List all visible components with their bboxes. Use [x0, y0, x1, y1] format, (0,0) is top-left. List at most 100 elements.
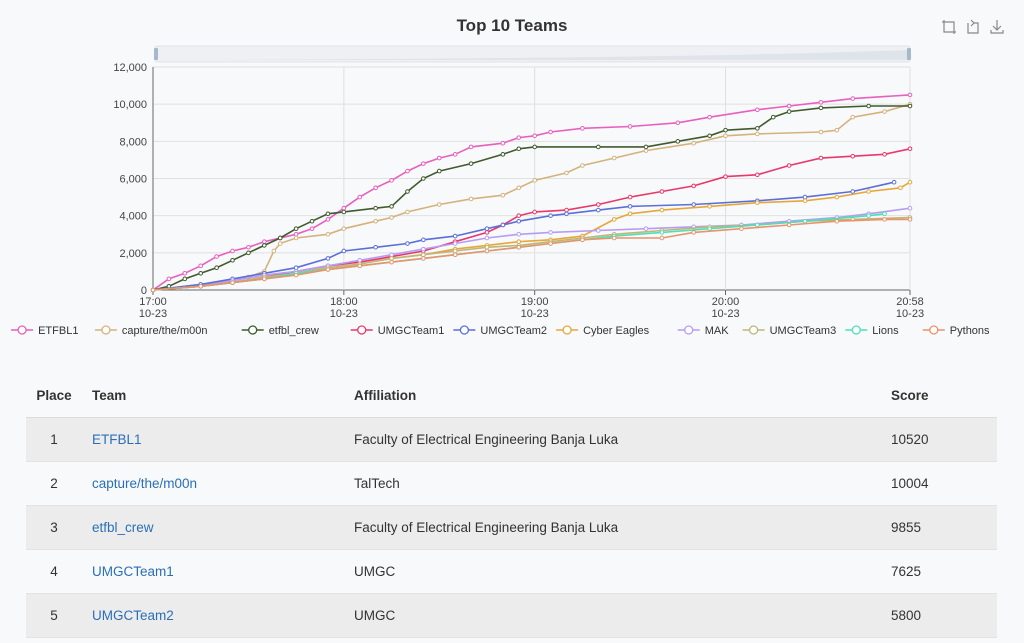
data-zoom-preview: [157, 50, 908, 60]
series-point: [309, 226, 315, 231]
series-point: [516, 135, 522, 140]
series-point: [548, 241, 553, 246]
series-point: [627, 194, 633, 200]
series-point: [755, 131, 760, 137]
series-point: [468, 161, 474, 166]
legend-label: Lions: [872, 325, 899, 337]
series-point: [532, 209, 537, 215]
zoom-icon[interactable]: [940, 18, 958, 36]
series-point: [389, 204, 394, 209]
series-point: [691, 202, 697, 207]
series-point: [405, 189, 410, 194]
series-point: [182, 276, 188, 282]
y-tick-label: 4,000: [119, 211, 147, 223]
series-point: [834, 194, 840, 200]
series-point: [277, 235, 283, 241]
series-point: [357, 263, 363, 269]
series-point: [468, 144, 474, 150]
place-cell: 1: [26, 417, 82, 462]
score-cell: 9855: [881, 505, 997, 550]
data-zoom-handle-left[interactable]: [154, 48, 158, 60]
series-point: [500, 222, 506, 228]
table-row: 3 etfbl_crew Faculty of Electrical Engin…: [26, 505, 997, 550]
series-point: [373, 205, 378, 211]
series-point: [659, 189, 665, 194]
legend-item[interactable]: UMGCTeam3: [742, 325, 837, 337]
y-tick-label: 0: [141, 285, 147, 297]
series-point: [373, 218, 378, 224]
series-point: [723, 127, 728, 133]
series-point: [516, 218, 522, 224]
affiliation-cell: Faculty of Electrical Engineering Banja …: [344, 505, 881, 550]
legend-item[interactable]: UMGCTeam2: [453, 325, 547, 337]
legend-item[interactable]: ETFBL1: [11, 325, 78, 337]
series-point: [691, 230, 697, 235]
team-link[interactable]: ETFBL1: [92, 432, 142, 447]
series-point: [421, 176, 426, 181]
legend-item[interactable]: MAK: [677, 325, 730, 337]
series-point: [907, 103, 913, 109]
series-point: [755, 107, 760, 113]
series-point: [907, 179, 913, 185]
series-point: [627, 204, 633, 209]
legend-marker: [929, 325, 939, 335]
legend-item[interactable]: Pythons: [922, 325, 990, 337]
series-point: [246, 250, 251, 256]
table-row: 2 capture/the/m00n TalTech 10004: [26, 461, 997, 506]
team-link[interactable]: capture/the/m00n: [92, 476, 198, 491]
series-point: [580, 237, 585, 243]
series-point: [166, 276, 172, 282]
legend-item[interactable]: etfbl_crew: [241, 325, 319, 337]
legend-item[interactable]: UMGCTeam1: [350, 325, 445, 337]
series-point: [866, 213, 871, 218]
x-tick-label-date: 10-23: [896, 308, 924, 320]
series-point: [611, 235, 617, 241]
series-point: [309, 218, 315, 224]
series-point: [516, 146, 522, 152]
series-point: [611, 217, 617, 222]
series-point: [818, 105, 824, 111]
team-link[interactable]: UMGCTeam1: [92, 564, 174, 579]
legend-marker: [851, 325, 861, 335]
series-point: [882, 211, 887, 217]
legend-item[interactable]: Cyber Eagles: [556, 325, 650, 337]
series-point: [405, 209, 410, 215]
series-point: [802, 218, 808, 224]
series-point: [325, 256, 331, 261]
series-point: [230, 248, 235, 254]
series-point: [516, 239, 522, 244]
series-point: [691, 183, 697, 189]
series-point: [436, 155, 442, 161]
series-line: [152, 218, 910, 291]
table-row: 1 ETFBL1 Faculty of Electrical Engineeri…: [26, 417, 997, 462]
series-point: [389, 252, 394, 257]
series-point: [421, 237, 426, 243]
series-point: [659, 230, 665, 235]
team-link[interactable]: etfbl_crew: [92, 520, 154, 535]
series-point: [436, 202, 442, 207]
series-point: [786, 163, 792, 168]
series-point: [548, 213, 553, 218]
y-tick-label: 8,000: [119, 136, 147, 148]
series-point: [246, 244, 251, 250]
legend-item[interactable]: capture/the/m00n: [94, 325, 208, 337]
series-point: [389, 178, 394, 183]
series-point: [627, 124, 633, 129]
team-link[interactable]: UMGCTeam2: [92, 608, 174, 623]
download-icon[interactable]: [988, 18, 1006, 36]
zoom-reset-icon[interactable]: [964, 18, 982, 36]
series-point: [802, 198, 808, 204]
header-place: Place: [26, 373, 82, 418]
data-zoom-handle-right[interactable]: [907, 48, 911, 60]
series-point: [755, 222, 760, 228]
series-point: [723, 174, 728, 179]
series-point: [627, 211, 633, 217]
legend-marker: [17, 325, 27, 335]
series-point: [325, 211, 331, 217]
series-point: [452, 233, 458, 239]
table-header-row: Place Team Affiliation Score: [26, 373, 997, 418]
series-point: [818, 155, 824, 161]
series-point: [882, 109, 887, 114]
legend-item[interactable]: Lions: [845, 325, 899, 337]
series-point: [580, 163, 585, 168]
